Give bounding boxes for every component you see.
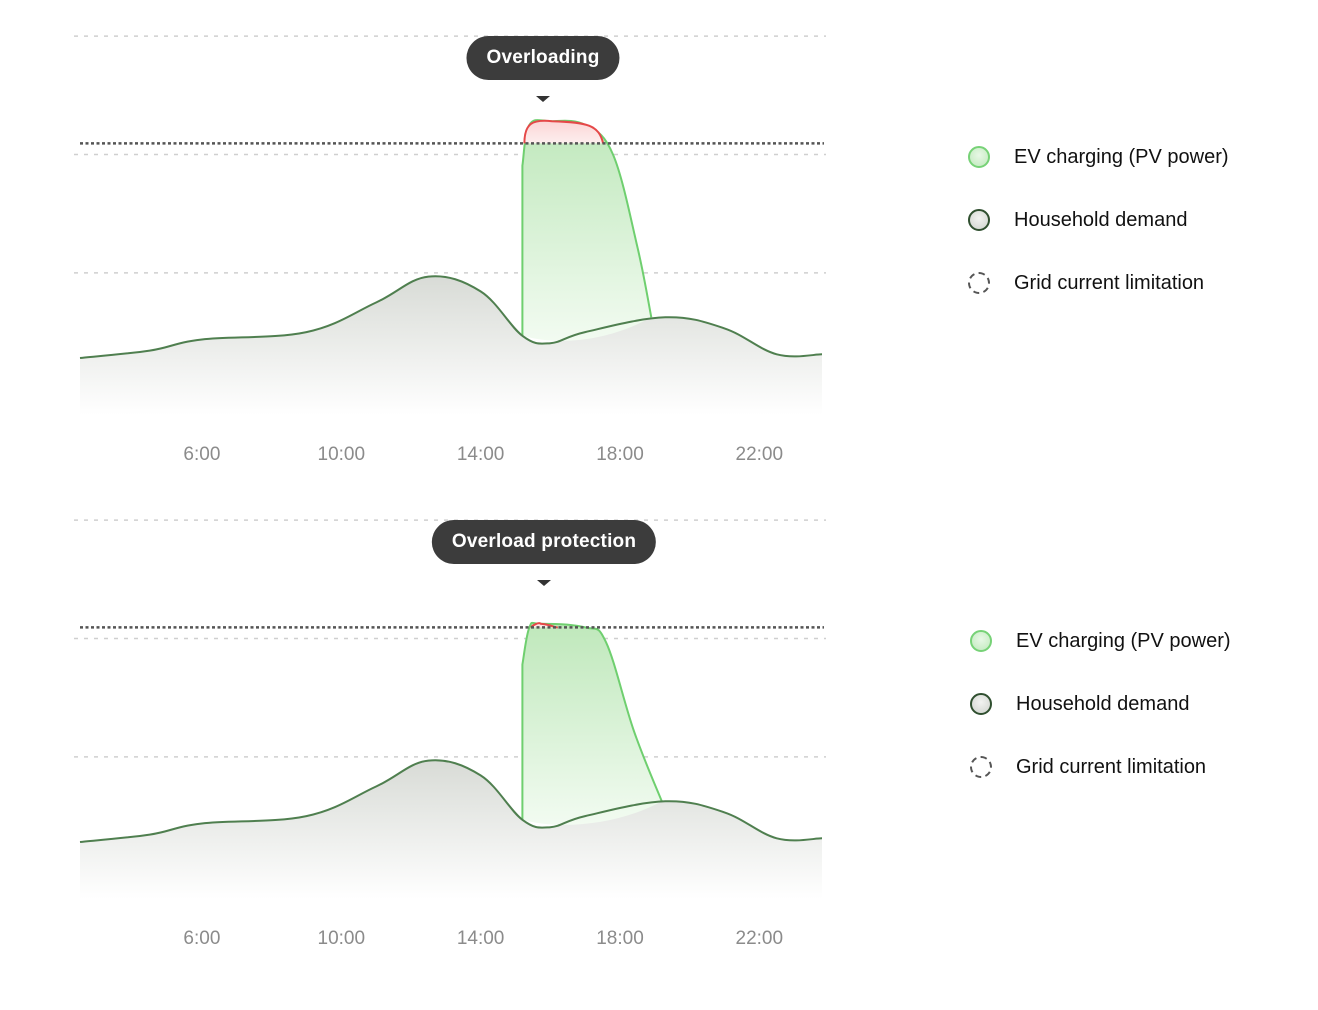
ev-charging-area	[522, 120, 652, 341]
ev-charging-line	[521, 621, 663, 820]
x-tick-label: 18:00	[596, 928, 644, 949]
legend-label-grid-limitation: Grid current limitation	[1014, 272, 1205, 294]
legend-item-grid-limitation: Grid current limitation	[970, 750, 1300, 813]
legend: EV charging (PV power) Household demand …	[968, 140, 1298, 329]
legend-item-ev-charging: EV charging (PV power)	[970, 624, 1300, 687]
legend-item-household-demand: Household demand	[968, 203, 1298, 266]
legend-item-household-demand: Household demand	[970, 687, 1300, 750]
callout-pointer-icon	[536, 96, 550, 102]
x-tick-label: 22:00	[736, 928, 784, 949]
dashed-circle-icon	[970, 756, 992, 778]
x-tick-label: 14:00	[457, 928, 505, 949]
dashed-circle-icon	[968, 272, 990, 294]
callout-overload-protection: Overload protection	[431, 520, 657, 564]
chart-panel-overload-protection: 6:00 10:00 14:00 18:00 22:00 Overload protec…	[0, 484, 1318, 974]
dark-green-circle-icon	[968, 209, 990, 231]
x-tick-label: 6:00	[183, 928, 220, 949]
green-circle-icon	[968, 146, 990, 168]
legend-label-grid-limitation: Grid current limitation	[1016, 756, 1207, 778]
x-tick-label: 10:00	[318, 928, 366, 949]
legend-label-ev-charging: EV charging (PV power)	[1016, 630, 1231, 652]
x-tick-label: 6:00	[183, 444, 220, 465]
household-demand-area	[80, 760, 822, 899]
household-demand-area	[80, 276, 822, 415]
chart-panel-overloading: 6:00 10:00 14:00 18:00 22:00 Overloading EV …	[0, 0, 1318, 490]
legend: EV charging (PV power) Household demand …	[970, 624, 1300, 813]
overload-line	[523, 119, 605, 144]
x-tick-label: 14:00	[457, 444, 505, 465]
ev-charging-area	[522, 622, 662, 825]
household-demand-line	[79, 759, 823, 843]
callout-overloading: Overloading	[466, 36, 620, 80]
chart-overload-protection: 6:00 10:00 14:00 18:00 22:00	[74, 519, 826, 949]
legend-label-household-demand: Household demand	[1016, 693, 1190, 715]
household-demand-line	[79, 275, 823, 359]
x-tick-label: 10:00	[318, 444, 366, 465]
legend-item-grid-limitation: Grid current limitation	[968, 266, 1298, 329]
chart-overloading: 6:00 10:00 14:00 18:00 22:00	[74, 35, 826, 465]
x-tick-label: 18:00	[596, 444, 644, 465]
dark-green-circle-icon	[970, 693, 992, 715]
green-circle-icon	[970, 630, 992, 652]
legend-label-ev-charging: EV charging (PV power)	[1014, 146, 1229, 168]
overload-area	[524, 120, 604, 144]
legend-label-household-demand: Household demand	[1014, 209, 1188, 231]
callout-pointer-icon	[537, 580, 551, 586]
legend-item-ev-charging: EV charging (PV power)	[968, 140, 1298, 203]
x-tick-label: 22:00	[736, 444, 784, 465]
